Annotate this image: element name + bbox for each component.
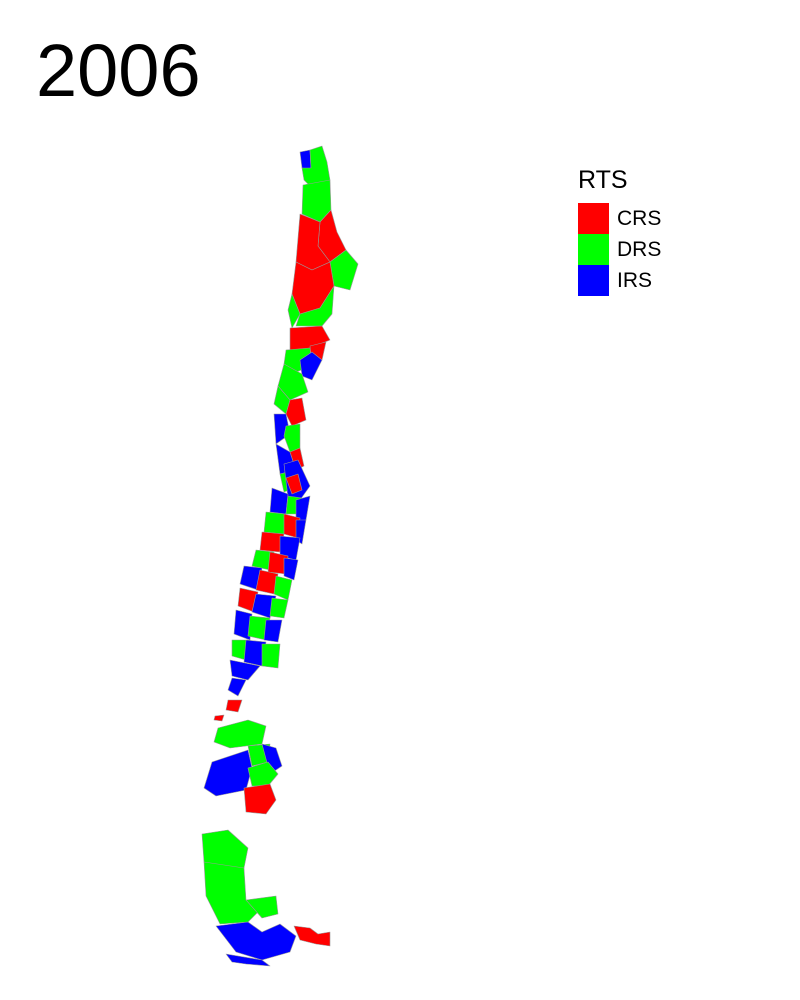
region	[263, 619, 283, 643]
region	[295, 285, 335, 327]
legend-swatch-drs	[578, 234, 609, 265]
legend-item-irs: IRS	[578, 265, 661, 296]
legend-swatch-irs	[578, 265, 609, 296]
region	[213, 719, 267, 749]
legend-swatch-crs	[578, 203, 609, 234]
legend-item-crs: CRS	[578, 203, 661, 234]
region	[293, 925, 331, 947]
legend-title: RTS	[578, 166, 628, 194]
region	[247, 761, 279, 787]
legend-label-drs: DRS	[617, 237, 662, 261]
region	[227, 677, 247, 697]
region	[213, 714, 225, 722]
region	[273, 575, 293, 601]
region	[285, 473, 303, 495]
region	[233, 609, 253, 641]
region	[229, 659, 261, 681]
region	[285, 397, 307, 427]
legend-item-drs: DRS	[578, 234, 661, 265]
region	[215, 921, 297, 961]
map-regions	[201, 145, 359, 967]
region	[269, 597, 289, 619]
legend: RTS CRS DRS IRS	[578, 166, 661, 296]
legend-label-crs: CRS	[617, 206, 662, 230]
legend-label-irs: IRS	[617, 268, 653, 292]
region	[283, 557, 299, 581]
map-title: 2006	[36, 29, 201, 112]
region	[203, 861, 263, 925]
region	[263, 511, 287, 535]
region	[243, 783, 277, 815]
region	[269, 487, 289, 515]
region	[225, 699, 243, 713]
region	[283, 423, 301, 453]
region	[245, 895, 279, 919]
region	[225, 953, 271, 967]
region	[299, 149, 312, 171]
region	[261, 643, 281, 669]
region	[299, 351, 323, 381]
region	[277, 363, 309, 401]
